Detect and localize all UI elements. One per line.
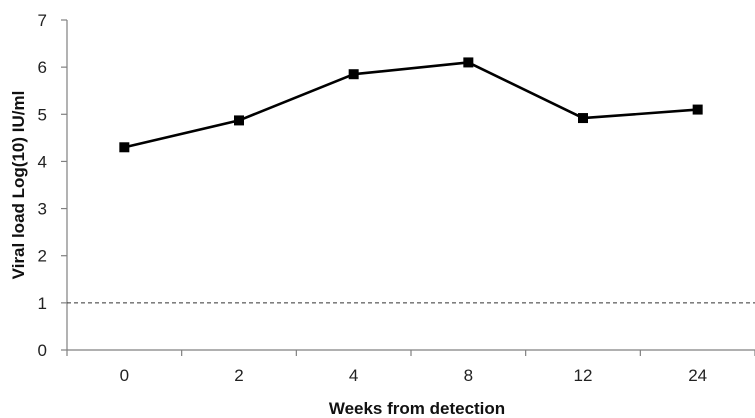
x-tick-label: 2 [234, 366, 243, 385]
data-markers [119, 57, 703, 153]
x-tick-label: 8 [464, 366, 473, 385]
x-tick-label: 24 [688, 366, 707, 385]
x-tick-label: 4 [349, 366, 358, 385]
y-axis-title: Viral load Log(10) IU/ml [9, 91, 28, 280]
x-tick-label: 0 [120, 366, 129, 385]
y-axis-ticks: 0 1 2 3 4 5 6 7 [38, 11, 67, 360]
y-tick-label: 2 [38, 247, 47, 266]
series-line [124, 61, 698, 149]
y-tick-label: 5 [38, 105, 47, 124]
y-tick-label: 3 [38, 200, 47, 219]
y-tick-label: 7 [38, 11, 47, 30]
y-tick-label: 4 [38, 152, 47, 171]
data-point-marker [692, 104, 703, 115]
x-axis-title: Weeks from detection [329, 399, 505, 418]
x-tick-label: 12 [574, 366, 593, 385]
y-tick-label: 0 [38, 341, 47, 360]
data-point-marker [463, 57, 474, 68]
y-tick-label: 1 [38, 294, 47, 313]
x-axis-ticks: 0 2 4 8 12 24 [66, 350, 755, 385]
data-point-marker [119, 142, 130, 153]
data-point-marker [234, 115, 244, 126]
data-point-marker [578, 113, 588, 124]
y-tick-label: 6 [38, 58, 47, 77]
data-point-marker [348, 69, 359, 80]
